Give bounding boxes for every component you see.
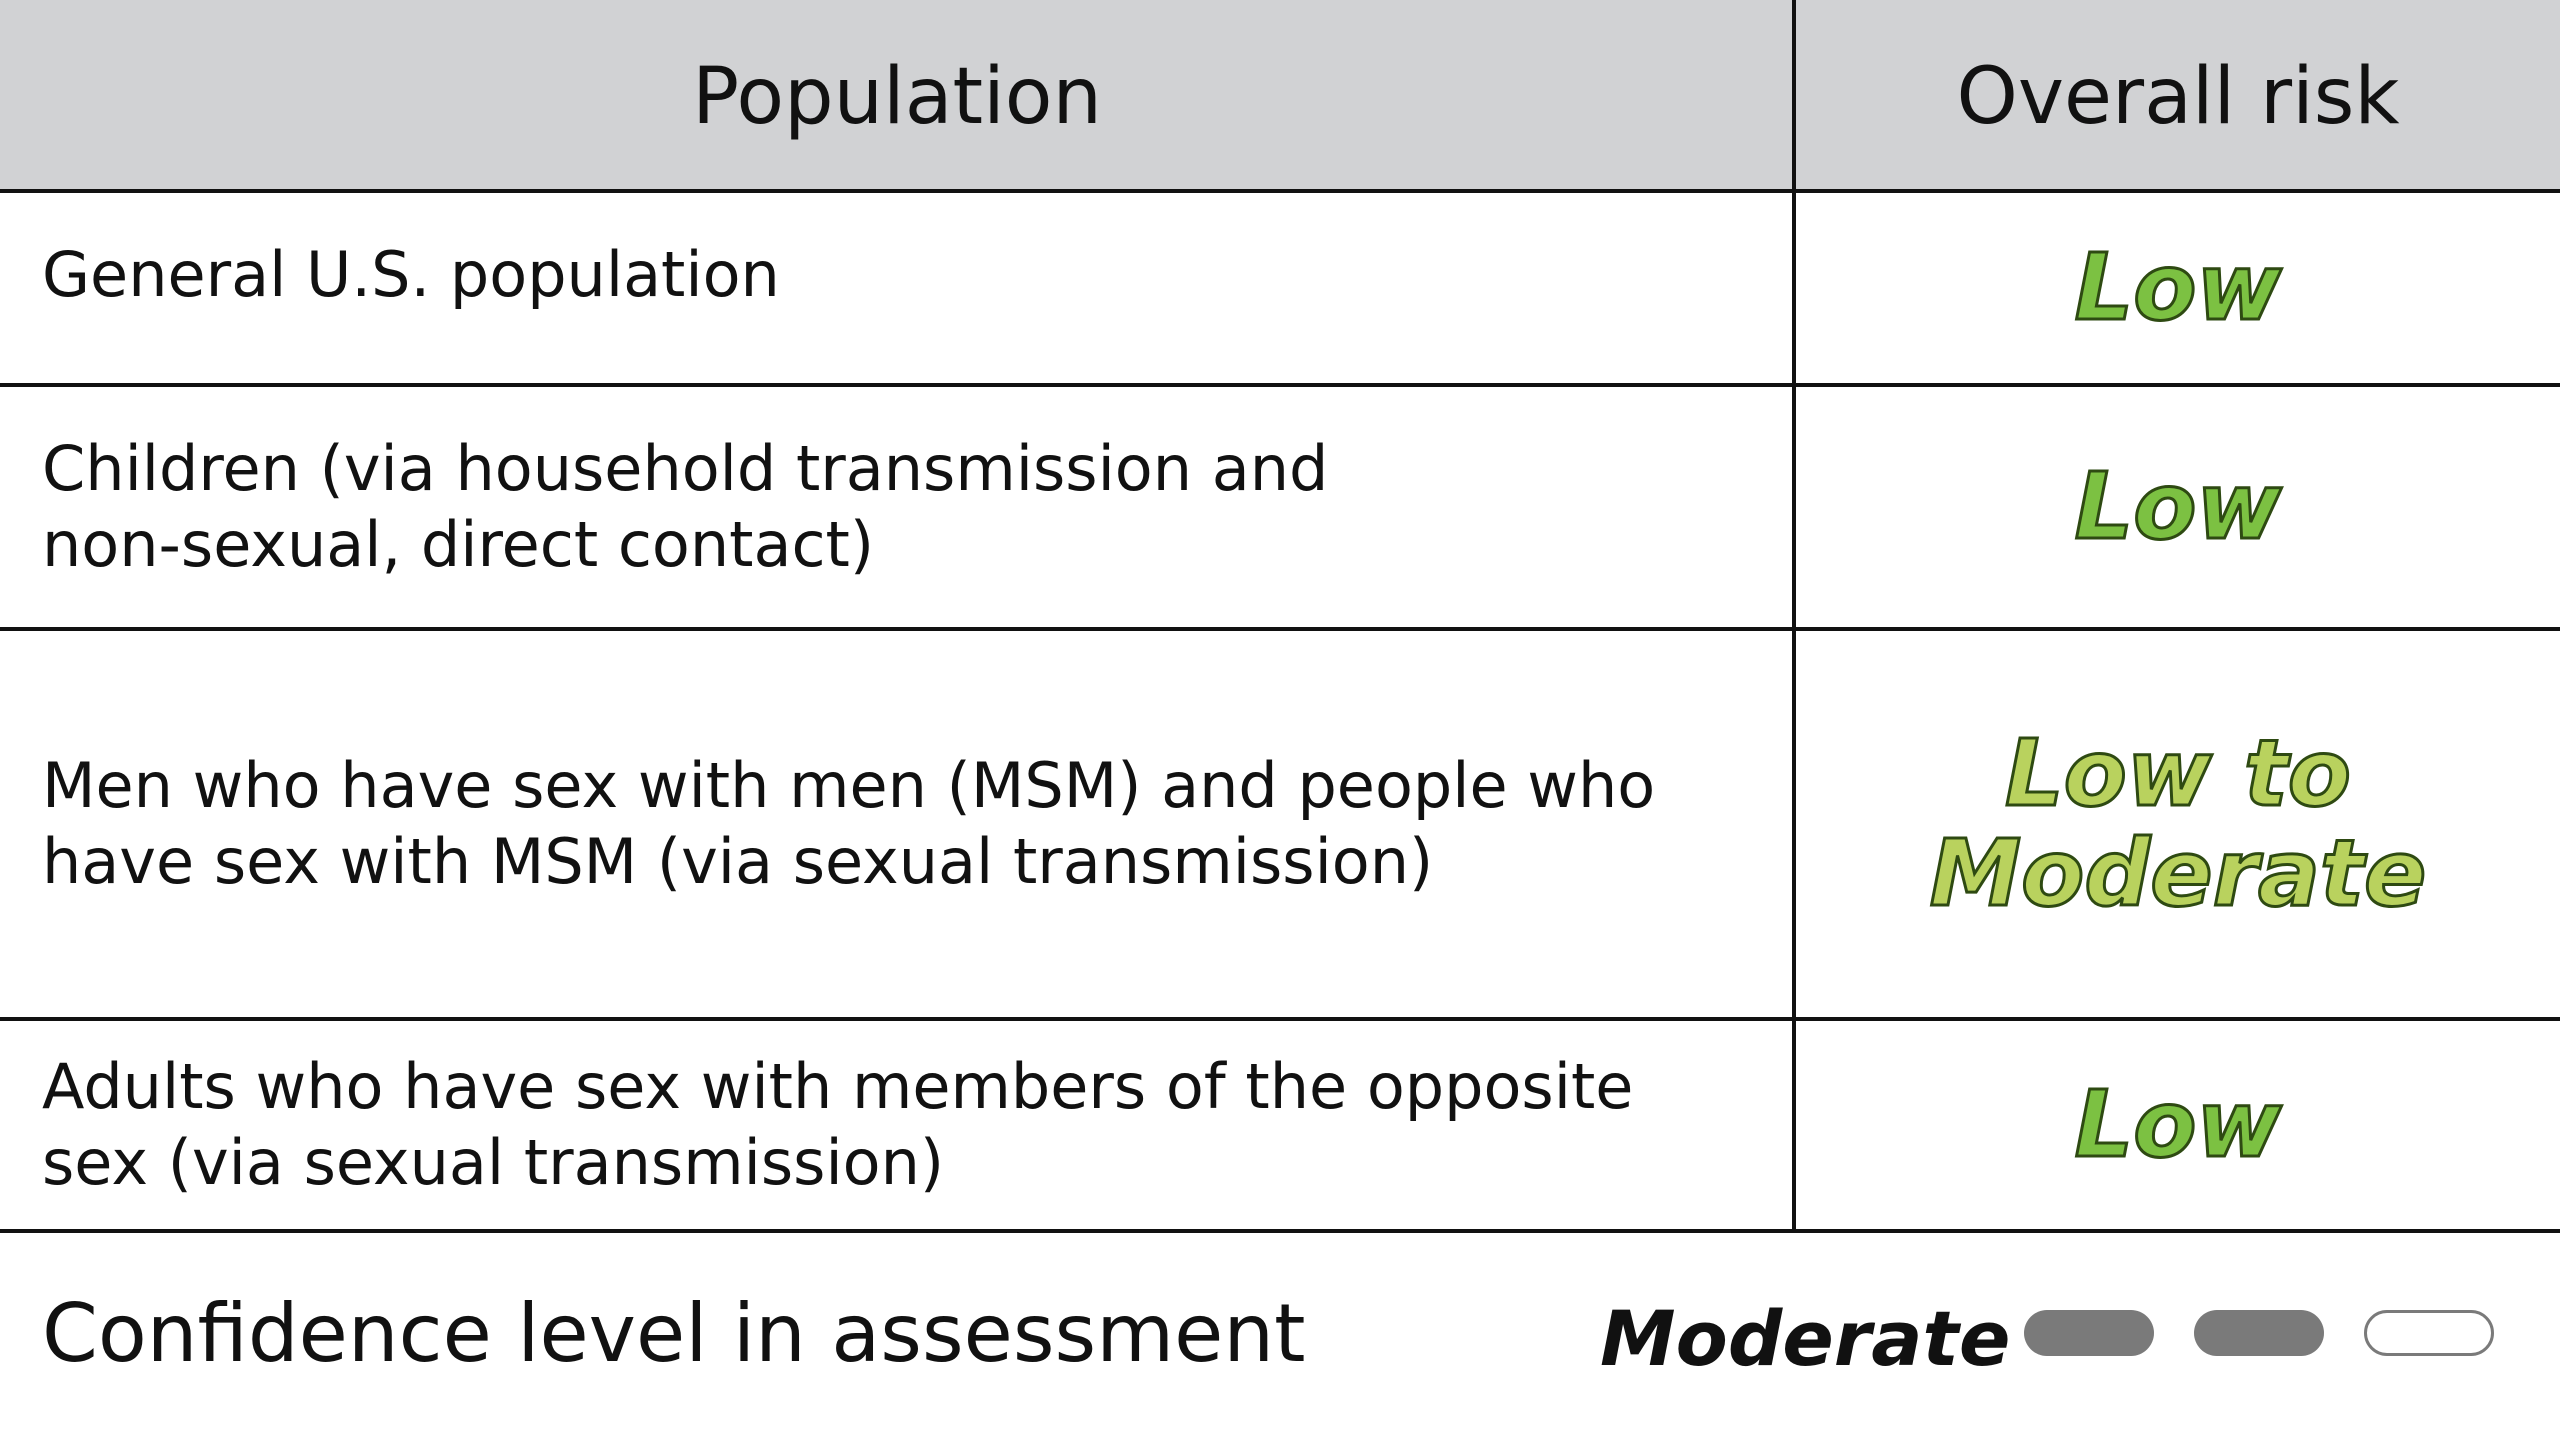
table-row: General U.S. population Low: [0, 193, 2560, 387]
table-row: Children (via household transmission and…: [0, 387, 2560, 631]
population-cell: Men who have sex with men (MSM) and peop…: [42, 749, 1656, 898]
risk-cell: Low: [2073, 453, 2283, 560]
confidence-value: Moderate: [1600, 1293, 2011, 1383]
population-cell: General U.S. population: [42, 238, 780, 311]
header-population: Population: [692, 51, 1102, 142]
confidence-label: Confidence level in assessment: [42, 1286, 1306, 1380]
risk-cell: Low to Moderate: [1928, 720, 2428, 927]
table-header: Population Overall risk: [0, 0, 2560, 193]
confidence-pill-filled: [2024, 1310, 2154, 1356]
table-row: Adults who have sex with members of the …: [0, 1021, 2560, 1233]
confidence-pill-filled: [2194, 1310, 2324, 1356]
header-overall-risk: Overall risk: [1956, 51, 2400, 142]
population-cell: Children (via household transmission and…: [42, 432, 1329, 581]
confidence-pill-empty: [2364, 1310, 2494, 1356]
population-cell: Adults who have sex with members of the …: [42, 1050, 1634, 1199]
table-row: Men who have sex with men (MSM) and peop…: [0, 631, 2560, 1021]
column-divider: [1792, 0, 1796, 1233]
risk-cell: Low: [2073, 1071, 2283, 1178]
risk-cell: Low: [2073, 234, 2283, 341]
confidence-footer: Confidence level in assessment Moderate: [0, 1233, 2560, 1444]
